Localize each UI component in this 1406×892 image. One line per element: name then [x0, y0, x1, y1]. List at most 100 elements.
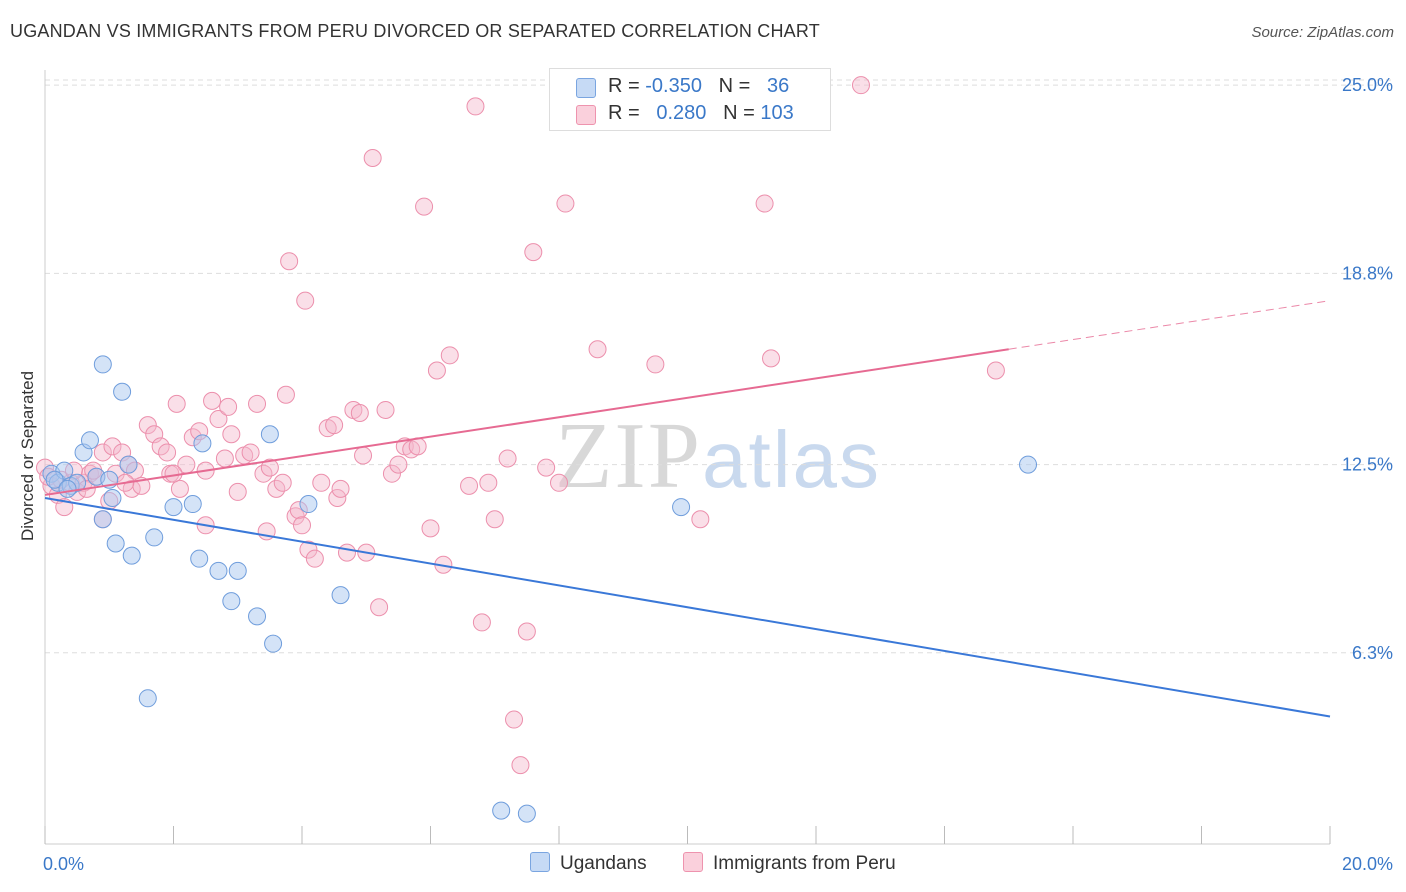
ugandan-point	[138, 689, 157, 708]
legend-n-label: N =	[723, 102, 755, 124]
legend-text-ugandans: R = -0.350 N = 36	[608, 75, 789, 98]
ugandan-trend-line	[44, 496, 1331, 718]
peru-point	[293, 516, 311, 535]
peru-point	[376, 400, 395, 419]
ugandan-point	[193, 434, 212, 453]
peru-point	[986, 361, 1005, 380]
bottom-label-peru: Immigrants from Peru	[713, 853, 896, 874]
bottom-legend-ugandans: Ugandans	[530, 852, 647, 876]
peru-point	[248, 394, 267, 413]
legend-swatch-ugandans	[576, 78, 596, 98]
ugandan-point	[299, 495, 318, 514]
grid-lines	[45, 79, 1395, 654]
peru-point	[370, 598, 389, 617]
y-tick-label: 6.3%	[1352, 643, 1393, 663]
peru-point	[350, 403, 369, 422]
axes	[44, 70, 1331, 845]
peru-point	[498, 449, 517, 468]
peru-point	[273, 473, 292, 492]
ugandan-point	[103, 488, 122, 507]
ugandan-point	[122, 546, 141, 565]
ugandan-point	[331, 586, 350, 605]
legend-n-value: 36	[767, 75, 790, 97]
peru-point	[93, 443, 112, 462]
y-tick-label: 12.5%	[1342, 455, 1393, 475]
ugandan-point	[222, 592, 241, 611]
legend-r-value: -0.350	[645, 75, 702, 97]
ugandan-point	[113, 382, 132, 401]
x-tick-label: 0.0%	[43, 854, 84, 874]
bottom-label-ugandans: Ugandans	[560, 853, 647, 874]
ugandan-point	[190, 549, 209, 568]
peru-point	[280, 252, 299, 271]
peru-point	[472, 613, 491, 632]
legend-n-label: N =	[718, 75, 751, 97]
peru-point	[537, 458, 556, 477]
peru-point	[517, 622, 536, 641]
peru-point	[138, 416, 157, 435]
peru-point	[755, 194, 774, 213]
peru-point	[241, 443, 260, 462]
legend-r-value: 0.280	[656, 102, 707, 124]
ugandan-point	[93, 510, 112, 529]
peru-point	[550, 473, 568, 492]
peru-point	[170, 479, 189, 498]
ugandan-point	[164, 498, 183, 517]
peru-point	[305, 549, 324, 568]
peru-point	[354, 446, 373, 465]
peru-point	[415, 197, 434, 216]
bottom-swatch-peru	[683, 852, 703, 872]
peru-point	[440, 346, 459, 365]
peru-point	[103, 437, 122, 456]
legend-r-label: R =	[608, 75, 640, 97]
peru-point	[158, 443, 177, 462]
peru-point	[389, 455, 408, 474]
peru-point	[331, 479, 350, 498]
y-tick-label: 18.8%	[1342, 263, 1393, 283]
peru-point	[556, 194, 575, 213]
x-tick-label: 20.0%	[1342, 854, 1393, 874]
correlation-legend: R = -0.350 N = 36 R = 0.280 N = 103	[549, 68, 831, 131]
ugandan-point	[209, 561, 228, 580]
peru-point	[691, 510, 710, 529]
ugandan-point	[228, 561, 247, 580]
ugandan-point	[93, 355, 112, 374]
peru-point	[219, 397, 238, 416]
peru-point	[222, 425, 241, 444]
ugandan-point	[492, 801, 511, 820]
peru-point	[524, 243, 543, 262]
ugandan-point	[248, 607, 267, 626]
peru-point	[588, 340, 607, 359]
ugandan-point	[672, 498, 691, 517]
peru-trend-extension	[1008, 300, 1331, 350]
ugandan-point	[1019, 455, 1038, 474]
peru-point	[505, 710, 524, 729]
peru-point	[299, 540, 318, 559]
peru-point	[479, 473, 498, 492]
chart-source: Source: ZipAtlas.com	[1251, 24, 1394, 41]
legend-n-value: 103	[760, 102, 794, 124]
peru-trend-line	[44, 348, 1009, 496]
ugandan-points	[42, 355, 1038, 823]
peru-point	[228, 482, 247, 501]
ugandan-point	[260, 425, 279, 444]
legend-swatch-peru	[576, 105, 596, 125]
ugandan-point	[106, 534, 125, 553]
peru-point	[382, 464, 401, 483]
ugandan-point	[183, 495, 202, 514]
trend-lines	[44, 300, 1331, 718]
ugandan-point	[119, 455, 138, 474]
legend-text-peru: R = 0.280 N = 103	[608, 102, 794, 125]
peru-point	[215, 449, 234, 468]
bottom-legend-peru: Immigrants from Peru	[683, 852, 896, 876]
ugandan-point	[45, 470, 64, 489]
watermark-zip: ZIP	[555, 404, 702, 508]
peru-point	[466, 97, 485, 116]
y-tick-label: 25.0%	[1342, 75, 1393, 95]
peru-point	[296, 291, 315, 310]
peru-point	[209, 410, 228, 429]
ugandan-point	[145, 528, 164, 547]
legend-r-label: R =	[608, 102, 640, 124]
peru-point	[203, 391, 222, 410]
